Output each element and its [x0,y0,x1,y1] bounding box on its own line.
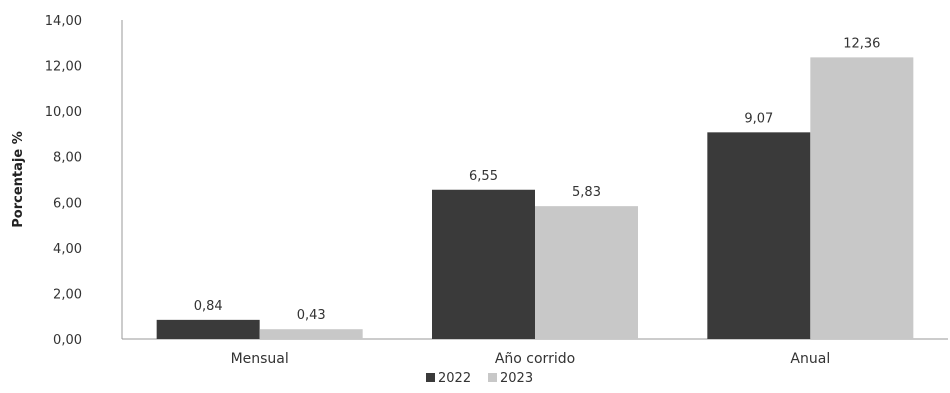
y-axis-title: Porcentaje % [11,131,26,227]
legend-label: 2023 [500,371,533,386]
y-tick-label: 8,00 [53,151,82,166]
data-label: 0,43 [297,308,326,323]
legend-swatch-2022 [426,373,435,382]
bar-2022 [707,132,811,339]
category-label: Mensual [231,351,289,367]
category-label: Año corrido [495,351,575,367]
legend-swatch-2023 [488,373,497,382]
y-tick-label: 12,00 [45,60,82,75]
bar-2022 [432,189,535,339]
bar-2023 [535,206,638,339]
data-label: 9,07 [744,111,773,126]
legend-label: 2022 [438,371,471,386]
bar-2023 [259,329,363,339]
category-label: Anual [790,351,830,367]
y-tick-label: 0,00 [53,333,82,348]
data-label: 6,55 [469,169,498,184]
y-tick-label: 10,00 [45,105,82,120]
data-label: 12,36 [843,36,880,51]
data-label: 0,84 [194,299,223,314]
data-label: 5,83 [572,185,601,200]
y-tick-label: 4,00 [53,242,82,257]
bar-2022 [156,319,260,339]
y-tick-label: 14,00 [45,14,82,29]
y-tick-label: 6,00 [53,196,82,211]
bar-2023 [810,57,914,340]
y-tick-label: 2,00 [53,287,82,302]
